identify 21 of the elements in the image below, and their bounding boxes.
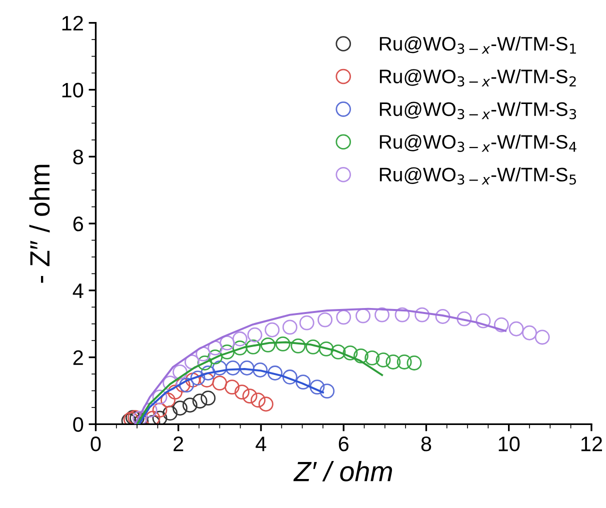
legend-label: Ru@WO$_{3−x}$-W/TM-S$_{1}$ [380, 36, 576, 54]
x-tick-label: 8 [421, 436, 432, 452]
y-tick-label: 8 [73, 150, 84, 164]
y-tick-label: 2 [73, 350, 83, 365]
legend-label: Ru@WO$_{3−x}$-W/TM-S$_{5}$ [380, 167, 576, 185]
x-tick-label: 6 [338, 436, 348, 452]
x-tick-label: 10 [498, 436, 520, 452]
y-tick-label: 10 [62, 82, 84, 98]
x-tick-label: 4 [256, 436, 266, 452]
y-axis-title: - Z″ / ohm [29, 164, 50, 283]
x-tick-label: 0 [90, 436, 101, 452]
legend-label: Ru@WO$_{3−x}$-W/TM-S$_{2}$ [380, 69, 576, 87]
x-axis-title: Z′ / ohm [293, 460, 392, 482]
y-tick-label: 4 [72, 284, 84, 298]
x-tick-label: 12 [581, 436, 602, 452]
y-tick-label: 6 [73, 216, 84, 232]
y-tick-label: 12 [62, 16, 83, 30]
x-tick-label: 2 [174, 436, 184, 452]
y-tick-label: 0 [73, 417, 84, 432]
legend-label: Ru@WO$_{3−x}$-W/TM-S$_{4}$ [380, 134, 576, 152]
legend-label: Ru@WO$_{3−x}$-W/TM-S$_{3}$ [380, 102, 576, 120]
